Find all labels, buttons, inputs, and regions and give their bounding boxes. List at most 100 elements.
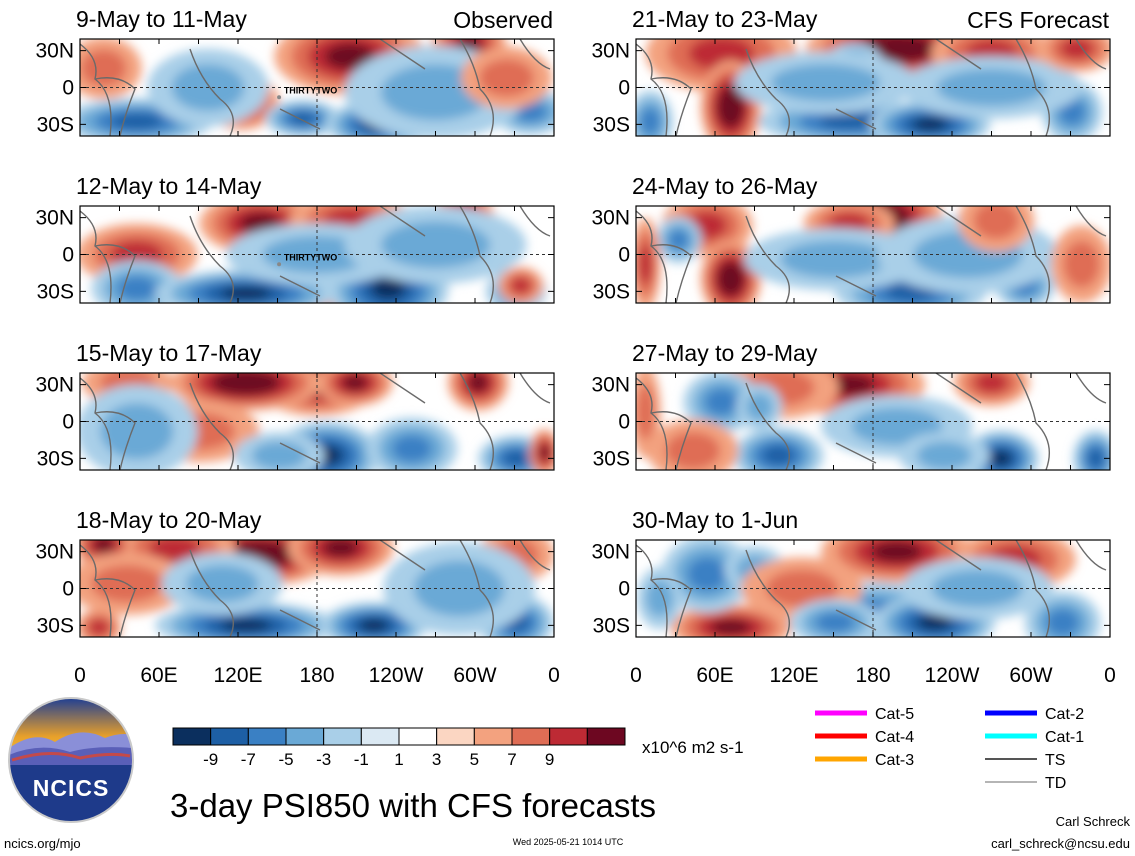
coastlines [636,540,1107,637]
coastlines [636,39,1107,136]
psi-anomaly [511,277,531,294]
psi-anomaly [359,619,389,632]
psi-anomaly [638,244,652,285]
panel-title: 21-May to 23-May [632,6,818,32]
psi-anomaly [1046,609,1079,636]
psi-field [80,540,554,637]
coastlines [636,373,1107,470]
colorbar-swatch [398,727,438,746]
lat-tick-label: 30N [35,40,74,63]
psi-anomaly [290,112,316,125]
panel-title: 9-May to 11-May [76,6,247,32]
psi-anomaly [913,118,947,131]
colorbar-swatch [360,727,400,746]
psi-anomaly [722,268,740,290]
colorbar-label: 7 [507,750,516,769]
ncics-logo: NCICS [8,697,134,823]
panel-3: 30N 0 30S 15-May to 17-May [35,340,555,471]
psi-anomaly [687,557,727,591]
colorbar-swatch [285,727,325,746]
psi-anomaly [871,40,922,58]
legend-label: TS [1045,752,1065,769]
timestamp: Wed 2025-05-21 1014 UTC [513,837,624,847]
psi-anomaly [710,619,752,636]
psi-anomaly [818,113,880,130]
psi-field [80,373,554,470]
psi-anomaly [342,374,368,391]
psi-anomaly [851,407,943,445]
lon-tick-label: 0 [1104,664,1116,687]
coastlines [80,373,551,470]
psi-anomaly [770,64,881,102]
lat-tick-label: 30S [37,614,74,637]
lat-tick-label: 30N [591,207,630,230]
psi-anomaly [815,612,855,633]
panel-title: 27-May to 29-May [632,340,818,366]
lat-tick-label: 0 [618,411,630,434]
coastlines [636,206,1107,303]
psi-field [80,39,554,136]
lon-tick-label: 60W [453,664,496,687]
psi-anomaly [763,446,794,465]
lon-tick-label: 180 [855,664,890,687]
psi-field [636,540,1101,637]
author-email[interactable]: carl_schreck@ncsu.edu [991,836,1130,851]
lat-tick-label: 0 [618,578,630,601]
colorbar-label: 9 [545,750,554,769]
colorbar-swatch [172,727,212,746]
lat-tick-label: 0 [62,244,74,267]
storm-label: THIRTYTWO [284,85,338,95]
colorbar-swatch [586,727,626,746]
lat-tick-label: 30N [35,374,74,397]
colorbar-swatch [436,727,475,746]
colorbar-label: -5 [278,750,293,769]
panel-8: 30N 0 30S 30-May to 1-Jun [591,507,1111,638]
panel-2: 30N 0 30S 12-May to 14-May THIRTYTWO [35,173,555,304]
logo-text: NCICS [33,775,110,801]
psi-anomaly [371,277,405,300]
psi-anomaly [100,403,174,460]
psi-anomaly [324,43,376,70]
coastlines [80,540,551,637]
lat-tick-label: 30S [593,280,630,303]
author-name: Carl Schreck [1056,814,1131,829]
lat-tick-label: 30N [591,40,630,63]
lon-tick-label: 0 [630,664,642,687]
panel-7: 30N 0 30S 27-May to 29-May [591,340,1111,471]
website-link[interactable]: ncics.org/mjo [4,836,81,851]
psi-anomaly [503,450,529,467]
psi-anomaly [89,619,109,636]
lat-tick-label: 0 [62,411,74,434]
psi-anomaly [185,565,259,603]
lat-tick-label: 30S [593,447,630,470]
lon-tick-label: 120E [769,664,818,687]
legend-label: Cat-2 [1045,706,1084,723]
colorbar-swatch [323,727,362,746]
psi-anomaly [745,392,773,421]
psi-anomaly [93,540,114,553]
panel-grid: 30N 0 30S 9-May to 11-May THIRTYTWO 30N 0 30S 12… [35,6,1111,638]
psi-anomaly [148,540,201,563]
storm-track-dot [277,262,282,267]
lat-tick-label: 30S [593,113,630,136]
legend-label: TD [1045,775,1066,792]
psi-field [636,373,1110,470]
psi-anomaly [765,569,839,608]
psi-anomaly [1060,39,1094,59]
panel-6: 30N 0 30S 24-May to 26-May [591,173,1111,304]
lat-tick-label: 0 [618,77,630,100]
panel-title: 12-May to 14-May [76,173,262,199]
psi-anomaly [668,229,689,250]
lon-tick-label: 180 [299,664,334,687]
psi-anomaly [221,286,271,300]
psi-anomaly [975,373,1008,393]
psi-anomaly [221,619,271,632]
lon-tick-label: 120W [925,664,980,687]
lat-tick-label: 30S [593,614,630,637]
colorbar-swatch [549,727,588,746]
lat-tick-label: 30N [35,207,74,230]
lat-tick-label: 0 [618,244,630,267]
psi-anomaly [646,579,674,617]
colorbar-label: -7 [241,750,256,769]
